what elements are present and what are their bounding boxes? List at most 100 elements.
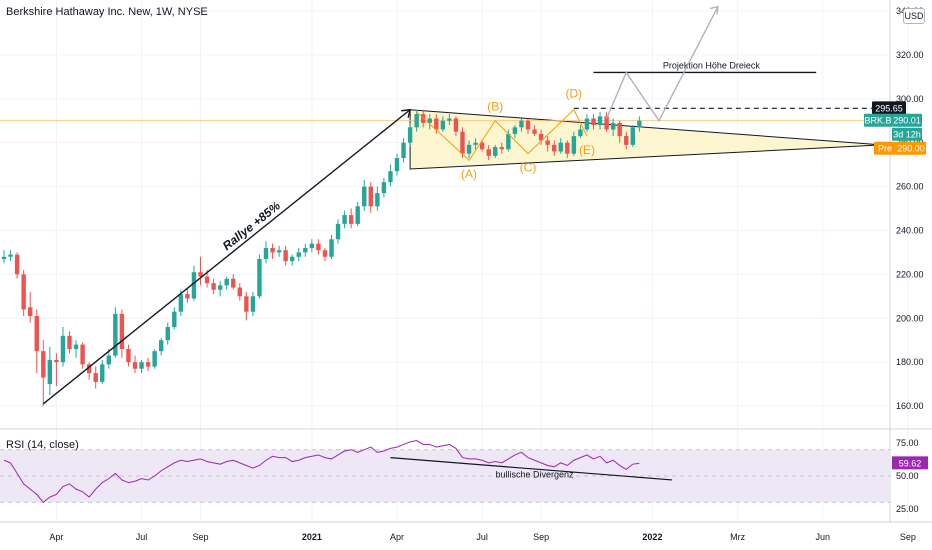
candle-body [617,122,622,137]
candle-body [434,118,439,130]
divergence-label: bullische Divergenz [496,469,575,479]
candle-body [637,120,642,128]
price-tag: Pre [878,144,892,154]
chart-title: Berkshire Hathaway Inc. New, 1W, NYSE [6,6,208,18]
candle-body [263,248,269,259]
wave-label: (A) [461,167,477,181]
candle-body [466,144,472,154]
price-tag-bg [892,127,922,141]
candle-body [427,118,432,123]
candle-body [86,364,92,374]
candle-body [198,272,203,277]
candle-body [250,296,256,312]
triangle-pattern [0,109,890,170]
candle-body [316,243,321,251]
time-tick-label: Jul [136,532,148,542]
candle-body [545,140,550,145]
candle-body [414,114,419,128]
candle-body [322,250,328,257]
price-tag: BRK.B [864,116,891,126]
rally-arrowhead [401,108,412,118]
candle-body [217,285,223,290]
candle-body [571,136,577,154]
candle-body [106,355,111,365]
candle-body [172,311,177,328]
price-tag: 3d 12h [893,130,921,140]
price-tick-label: 240.00 [896,225,924,235]
rsi-tick-label: 75.00 [896,438,919,448]
candle-body [67,335,72,349]
candle-body [558,142,563,152]
candle-body [604,116,609,130]
price-tag: 290.01 [893,116,921,126]
time-tick-label: 2021 [302,532,322,542]
candle-body [276,250,282,253]
price-tag-bg [874,141,896,155]
price-tick-label: 160.00 [896,401,924,411]
candle-body [159,340,164,352]
candle-body [231,278,236,288]
candle-body [165,327,170,341]
candle-body [1,256,7,259]
price-tick-label: 220.00 [896,269,924,279]
candle-body [113,313,118,356]
candle-body [440,120,446,130]
candle-body [407,127,413,143]
price-tick-label: 180.00 [896,357,924,367]
candle-body [388,171,393,183]
price-tick-label: 200.00 [896,313,924,323]
time-tick-label: Sep [192,532,208,542]
candle-body [335,223,341,240]
chart-drawings: Rallye +85% (A) (B) (C) (D) (E) Projektion Höh… [42,5,890,405]
rally-label: Rallye +85% [220,198,283,253]
rsi-tick-label: 50.00 [896,471,919,481]
candle-body [486,149,491,156]
candle-body [270,248,275,253]
price-tag-bg [864,113,892,127]
candle-body [329,239,334,257]
rsi-tick-label: 25.00 [896,504,919,514]
candle-body [178,294,184,312]
candle-body [126,348,131,363]
candle-body [152,351,157,367]
candle-body [204,276,210,284]
candle-body [60,335,66,363]
candle-body [394,158,400,172]
candle-body [479,142,485,150]
candle-body [584,118,590,130]
candle-body [237,287,242,297]
candle-body [73,344,79,349]
candle-body [368,186,373,207]
candle-body [591,118,596,126]
candle-body [342,215,347,224]
projection-arrowhead [709,5,719,15]
divergence-line [390,457,673,481]
wave-label: (D) [566,87,583,101]
currency-badge[interactable]: USD [903,8,925,24]
rsi-value-tag: 59.62 [899,458,922,468]
projection-label: Projektion Höhe Dreieck [663,60,761,70]
rsi-band [0,449,890,503]
candle-body [185,294,190,299]
candle-body [139,362,144,369]
wave-label: (B) [487,100,503,114]
candle-body [362,186,367,207]
candle-body [224,278,229,286]
candle-body [296,252,301,257]
candle-body [610,122,616,130]
time-tick-label: Jun [815,532,830,542]
candle-body [283,250,288,262]
wave-label: (E) [579,143,595,157]
price-tag: 290.00 [897,144,925,154]
chart-grid [0,0,932,523]
candle-body [578,129,583,137]
time-tick-label: Sep [900,532,916,542]
candle-body [525,120,531,130]
price-tag-bg [896,141,926,155]
candle-body [14,254,20,275]
candle-body [34,316,39,352]
candle-body [28,307,33,317]
candle-body [447,118,452,121]
candle-body [473,142,478,145]
